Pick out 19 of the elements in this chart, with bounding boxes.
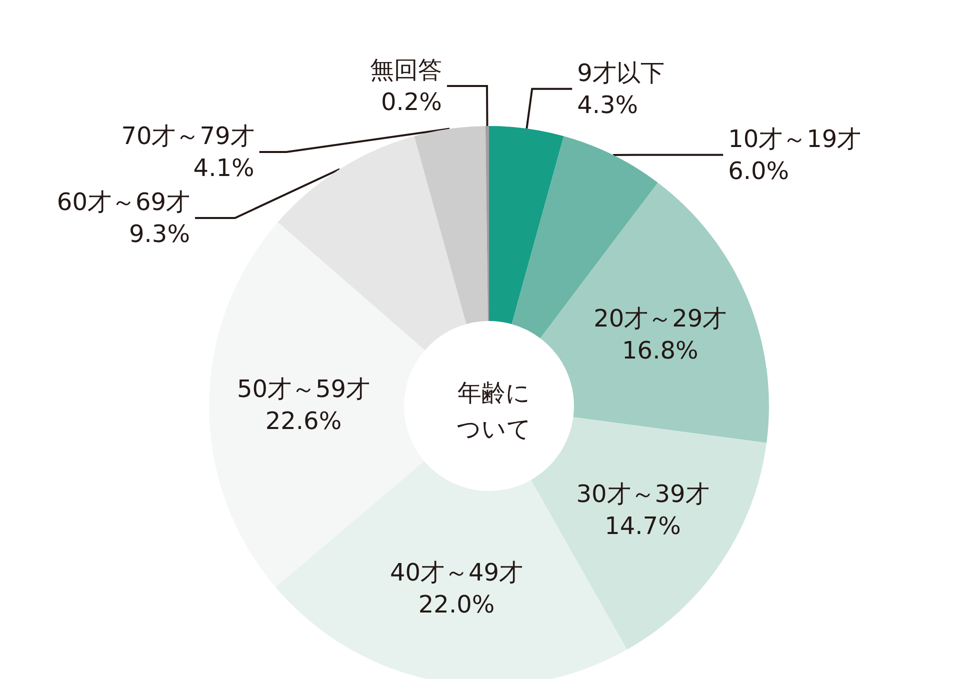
slice-label: 10才～19才 (728, 124, 862, 153)
data-label: 9.3% (129, 220, 190, 248)
text: 年齢について (456, 379, 532, 443)
slice-label: 40才～49才 (390, 558, 524, 587)
slice-label: 20才～29才 (594, 304, 727, 332)
data-label: 0.2% (381, 88, 442, 116)
data-label: 16.8% (622, 336, 698, 364)
slice-label: 30才～39才 (576, 480, 710, 508)
slice-label: 9才以下 (577, 58, 664, 87)
data-label: 4.3% (577, 90, 638, 119)
data-label: 22.6% (265, 406, 342, 435)
slice-label: 60才～69才 (56, 188, 190, 216)
data-label: 22.0% (418, 590, 495, 619)
slice-label: 無回答 (370, 56, 442, 84)
slice-label: 70才～79才 (121, 122, 254, 150)
slice-label: 50才～59才 (236, 374, 370, 403)
data-label: 14.7% (604, 512, 681, 540)
data-label: 6.0% (728, 156, 790, 185)
data-label: 4.1% (193, 154, 254, 182)
